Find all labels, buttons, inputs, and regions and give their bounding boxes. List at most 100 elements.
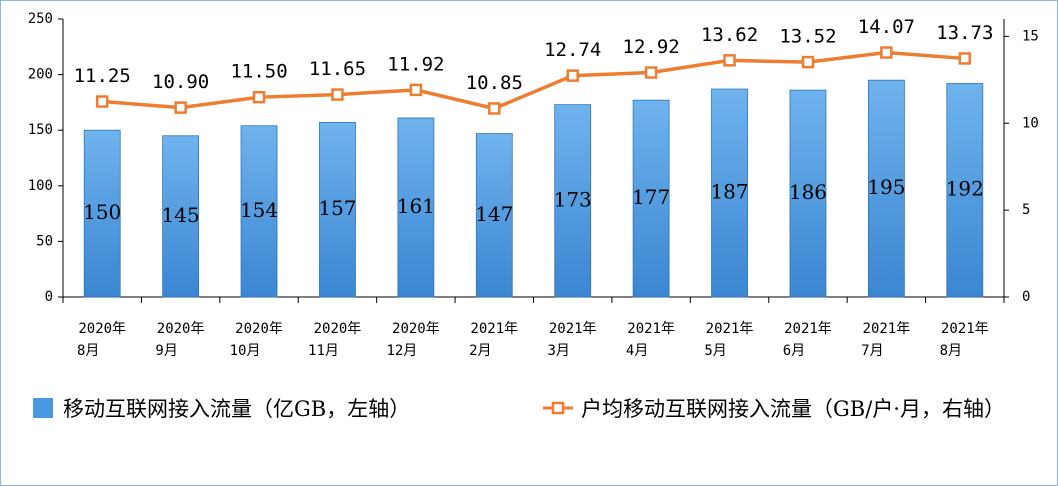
x-tick-label-line: 5月 [704,343,726,359]
x-tick-label: 2020年 9月 [155,321,204,359]
x-tick-label-line: 7月 [861,343,883,359]
line-marker [409,83,423,97]
x-tick-label-line: 8月 [77,343,99,359]
legend-label: 移动互联网接入流量（亿GB，左轴） [63,397,411,421]
bar [83,129,121,298]
line-marker [331,88,344,101]
x-tick-label-line: 2021年 [863,321,911,337]
line-marker [174,101,187,114]
x-tick-label: 2021年 4月 [626,321,675,359]
x-tick-label-line: 2021年 [941,321,989,337]
bar-value-label: 147 [475,202,513,226]
line-marker [880,46,893,59]
bar-value-label: 186 [789,180,827,204]
plot: 0 50 100 150 200 250 0 5 10 15 150 145 154 157 161 147 1… [28,11,1039,359]
bar-value-label: 150 [83,200,121,224]
bar [475,133,513,298]
x-tick-label: 2021年 6月 [783,321,832,359]
line-value-label: 11.92 [387,53,444,75]
line-value-label: 10.85 [466,72,523,94]
line-value-label: 13.62 [701,24,758,46]
x-tick-label-line: 2021年 [784,321,832,337]
x-tick-label: 2021年 8月 [940,321,989,359]
x-tick-label-line: 2020年 [392,321,440,337]
x-tick-label-line: 3月 [547,343,569,359]
line-marker [644,66,658,79]
x-tick-label-line: 10月 [230,343,261,359]
x-tick-label: 2020年 10月 [230,321,283,359]
x-tick-label-line: 2021年 [549,321,597,337]
x-tick-label-line: 2020年 [314,321,362,337]
bar-value-label: 177 [632,185,670,209]
bar [162,135,200,298]
x-tick-label: 2021年 5月 [704,321,753,359]
line-value-label: 13.73 [936,22,993,44]
bar-value-label: 154 [240,198,278,222]
line-marker [488,102,501,115]
bar [554,104,592,298]
line-value-label: 11.65 [309,58,366,80]
x-tick-label: 2020年 8月 [77,321,126,359]
line-value-label: 13.52 [779,26,836,48]
bar-value-label: 173 [554,187,592,211]
bar [867,79,905,298]
x-tick-label-line: 2020年 [235,321,283,337]
line-value-label: 14.07 [858,16,915,38]
line-marker [566,69,579,82]
bar [319,122,356,298]
line-marker [252,90,266,104]
bar-value-label: 195 [867,175,905,199]
bar-value-label: 157 [318,196,356,220]
line-marker [801,55,815,69]
bar [711,88,748,298]
line-value-label: 12.74 [544,39,601,61]
bar-value-label: 192 [946,177,984,201]
legend-swatch [543,401,573,415]
y-tick-label: 0 [45,289,53,305]
x-tick-label-line: 2021年 [627,321,675,337]
bar [789,89,827,298]
y2-tick-label: 0 [1022,289,1030,305]
y-tick-label: 50 [36,233,53,249]
x-tick-label-line: 11月 [308,343,339,359]
x-tick-label-line: 2月 [469,343,491,359]
y2-tick-label: 10 [1022,115,1039,131]
legend-item: 移动互联网接入流量（亿GB，左轴） [31,393,410,423]
line-marker [958,52,972,65]
x-tick-label-line: 8月 [940,343,962,359]
y-tick-label: 100 [28,178,53,194]
bar [946,83,984,298]
x-tick-label-line: 2020年 [157,321,205,337]
y-tick-label: 250 [28,11,53,27]
y-tick-label: 150 [28,122,53,138]
bar-value-label: 145 [162,203,200,227]
line-value-label: 11.25 [74,65,131,87]
bar [240,125,278,298]
x-tick-label-line: 9月 [155,343,177,359]
y2-tick-label: 15 [1022,28,1039,44]
line-marker [723,54,736,67]
bar [632,99,670,298]
x-tick-label: 2021年 2月 [469,321,518,359]
x-tick-label-line: 12月 [386,343,417,359]
x-tick-label: 2020年 11月 [308,321,361,359]
x-tick-label-line: 4月 [626,343,648,359]
line-value-label: 11.50 [230,61,287,83]
x-tick-label: 2021年 7月 [861,321,910,359]
line [102,50,965,111]
legend-label: 户均移动互联网接入流量（GB/户·月，右轴） [581,397,1005,421]
line-marker [95,95,109,108]
legend-item: 户均移动互联网接入流量（GB/户·月，右轴） [541,393,1021,423]
x-tick-label-line: 2021年 [706,321,754,337]
y2-tick-label: 5 [1022,202,1030,218]
x-tick-label: 2020年 12月 [386,321,439,359]
x-tick-label-line: 6月 [783,343,805,359]
line-value-label: 10.90 [152,71,209,93]
y-tick-label: 200 [28,67,53,83]
legend-swatch [33,398,53,418]
bar-value-label: 161 [397,194,435,218]
x-tick-label-line: 2020年 [78,321,126,337]
bar [397,117,435,298]
x-tick-label: 2021年 3月 [547,321,596,359]
